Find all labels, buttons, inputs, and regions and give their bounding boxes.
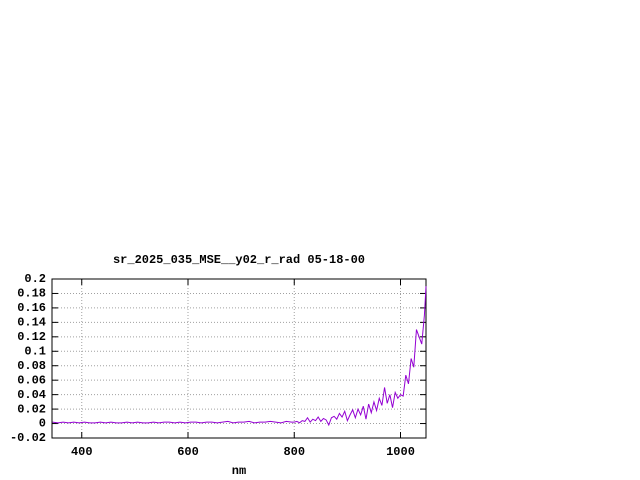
x-tick-label: 1000 bbox=[386, 445, 415, 459]
x-tick-label: 800 bbox=[283, 445, 305, 459]
y-tick-label: 0 bbox=[39, 417, 46, 431]
y-tick-label: 0.1 bbox=[24, 344, 46, 358]
x-tick-label: 400 bbox=[71, 445, 93, 459]
y-tick-label: -0.02 bbox=[10, 431, 46, 445]
y-tick-label: 0.18 bbox=[17, 287, 46, 301]
y-tick-label: 0.2 bbox=[24, 272, 46, 286]
x-tick-label: 600 bbox=[177, 445, 199, 459]
chart-title: sr_2025_035_MSE__y02_r_rad 05-18-00 bbox=[113, 253, 365, 267]
y-tick-label: 0.06 bbox=[17, 373, 46, 387]
data-line bbox=[52, 286, 427, 427]
x-axis-label: nm bbox=[232, 464, 246, 478]
y-tick-label: 0.02 bbox=[17, 402, 46, 416]
plot-frame bbox=[51, 278, 427, 439]
y-tick-label: 0.14 bbox=[17, 316, 46, 330]
y-tick-label: 0.08 bbox=[17, 359, 46, 373]
y-tick-label: 0.16 bbox=[17, 301, 46, 315]
y-tick-label: 0.04 bbox=[17, 388, 46, 402]
y-tick-label: 0.12 bbox=[17, 330, 46, 344]
